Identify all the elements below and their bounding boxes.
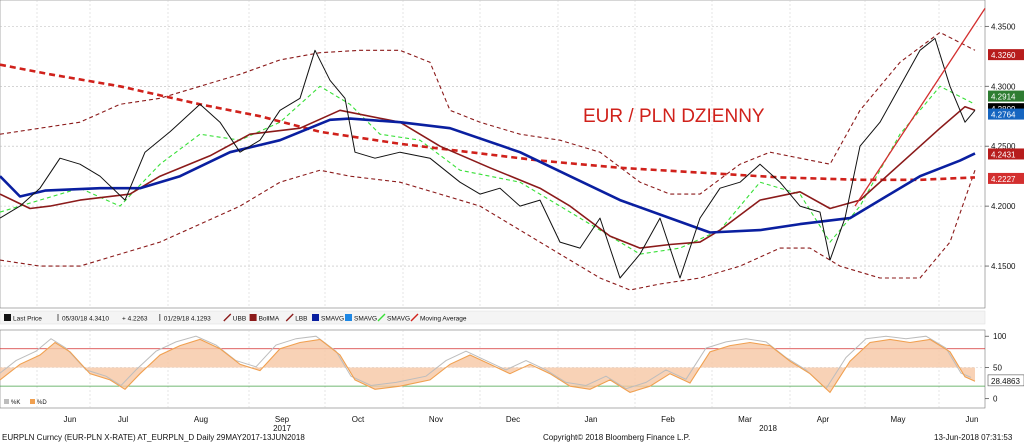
legend-label: SMAVG: [354, 316, 377, 323]
price-axis-label: 4.3000: [991, 82, 1016, 91]
osc-value-tag: 28.4863: [987, 374, 1024, 387]
legend-label: SMAVG: [387, 316, 410, 323]
month-label: Apr: [817, 415, 830, 424]
footer-timestamp: 13-Jun-2018 07:31:53: [934, 433, 1013, 442]
legend-item: Last Price: [4, 314, 42, 323]
legend-swatch: [285, 313, 294, 322]
price-axis-label: 4.3500: [991, 22, 1016, 31]
legend-label: UBB: [233, 316, 246, 323]
legend-strip: [0, 310, 986, 325]
month-label: Dec: [506, 415, 520, 424]
osc-legend-item: %K: [4, 399, 20, 406]
series-moving-average: [0, 63, 976, 182]
price-tag: 4.2227: [988, 172, 1024, 184]
legend-swatch: [4, 314, 11, 321]
osc-axis-label: 50: [993, 363, 1002, 372]
price-tag-box: [988, 90, 1024, 102]
month-label: Jun: [966, 415, 979, 424]
osc-legend-label: %D: [37, 400, 47, 406]
price-tag-box: [988, 148, 1024, 160]
legend-swatch: [312, 314, 319, 321]
year-label: 2017: [273, 424, 291, 432]
legend-item: SMAVG: [345, 314, 377, 323]
month-label: May: [890, 415, 905, 424]
legend-item: Moving Average: [410, 313, 467, 323]
price-axis-label: 4.2000: [991, 202, 1016, 211]
osc-axis-label: 0: [993, 395, 998, 404]
price-tag-label: 4.2431: [991, 150, 1016, 159]
price-tag-label: 4.2914: [991, 93, 1016, 102]
month-label: Feb: [661, 415, 675, 424]
osc-d-line: [0, 338, 976, 394]
series-ubb: [0, 31, 976, 195]
legend-label: 05/30/18 4.3410: [62, 316, 109, 323]
legend-label: Moving Average: [420, 316, 467, 323]
osc-value-label: 28.4863: [991, 377, 1020, 386]
legend-label: + 4.2263: [122, 316, 148, 323]
osc-axis-label: 100: [993, 332, 1007, 341]
month-label: Mar: [738, 415, 752, 424]
price-tag-box: [988, 108, 1024, 120]
legend-label: Last Price: [13, 316, 42, 323]
legend-label: BollMA: [259, 316, 280, 323]
legend-item: BollMA: [249, 314, 280, 323]
price-axis-label: 4.2500: [991, 142, 1016, 151]
legend-swatch: [345, 314, 352, 321]
price-tag-label: 4.3260: [991, 51, 1016, 60]
footer-copyright: Copyright© 2018 Bloomberg Finance L.P.: [543, 433, 691, 442]
price-tag-box: [988, 49, 1024, 61]
price-tag: 4.3260: [988, 49, 1024, 61]
legend-swatch: [377, 313, 386, 322]
month-label: Jun: [64, 415, 77, 424]
trend-line: [854, 8, 986, 207]
osc-value-box: [987, 374, 1024, 387]
series-lbb: [0, 169, 976, 291]
month-label: Oct: [352, 415, 365, 424]
osc-legend-label: %K: [11, 400, 20, 406]
legend-swatch: [410, 313, 419, 322]
series-bollma: [0, 105, 976, 249]
legend-item: SMAVG: [312, 314, 344, 323]
osc-legend-swatch: [30, 399, 35, 404]
price-tag-label: 4.2227: [991, 175, 1016, 184]
legend-item: UBB: [223, 313, 246, 323]
month-label: Jul: [118, 415, 128, 424]
month-label: Aug: [194, 415, 208, 424]
chart-title: EUR / PLN DZIENNY: [583, 106, 765, 127]
legend-label: SMAVG: [321, 316, 344, 323]
footer-security-info: EURPLN Curncy (EUR-PLN X-RATE) AT_EURPLN…: [2, 433, 305, 442]
legend-swatch: [223, 313, 232, 322]
price-tag: 4.2764: [988, 108, 1024, 120]
legend-label: LBB: [295, 316, 307, 323]
legend-item: 01/29/18 4.1293: [159, 314, 211, 323]
osc-d-fill: [0, 339, 975, 393]
series-smavg: [0, 117, 976, 234]
legend-swatch: [249, 314, 257, 321]
legend-item: 05/30/18 4.3410: [57, 314, 109, 323]
legend-label: 01/29/18 4.1293: [164, 316, 211, 323]
osc-legend-item: %D: [30, 399, 47, 406]
month-label: Sep: [275, 415, 290, 424]
price-axis-label: 4.1500: [991, 262, 1016, 271]
eurpln-chart: 4.1500 4.2000 4.2500 4.3000 4.3500 Jun Jul Aug S…: [0, 0, 1024, 433]
footer-bar: EURPLN Curncy (EUR-PLN X-RATE) AT_EURPLN…: [0, 432, 1024, 444]
month-label: Nov: [429, 415, 443, 424]
legend-item: SMAVG: [377, 313, 410, 323]
legend-item: LBB: [285, 313, 307, 323]
osc-legend-swatch: [4, 399, 9, 404]
legend-item: + 4.2263: [122, 316, 148, 323]
month-label: Jan: [585, 415, 598, 424]
year-label: 2018: [759, 424, 777, 432]
price-tag-label: 4.2764: [991, 111, 1016, 120]
price-tag-box: [988, 172, 1024, 184]
price-tag: 4.2914: [988, 90, 1024, 102]
price-tag: 4.2431: [988, 148, 1024, 160]
series-last-price: [0, 37, 976, 279]
